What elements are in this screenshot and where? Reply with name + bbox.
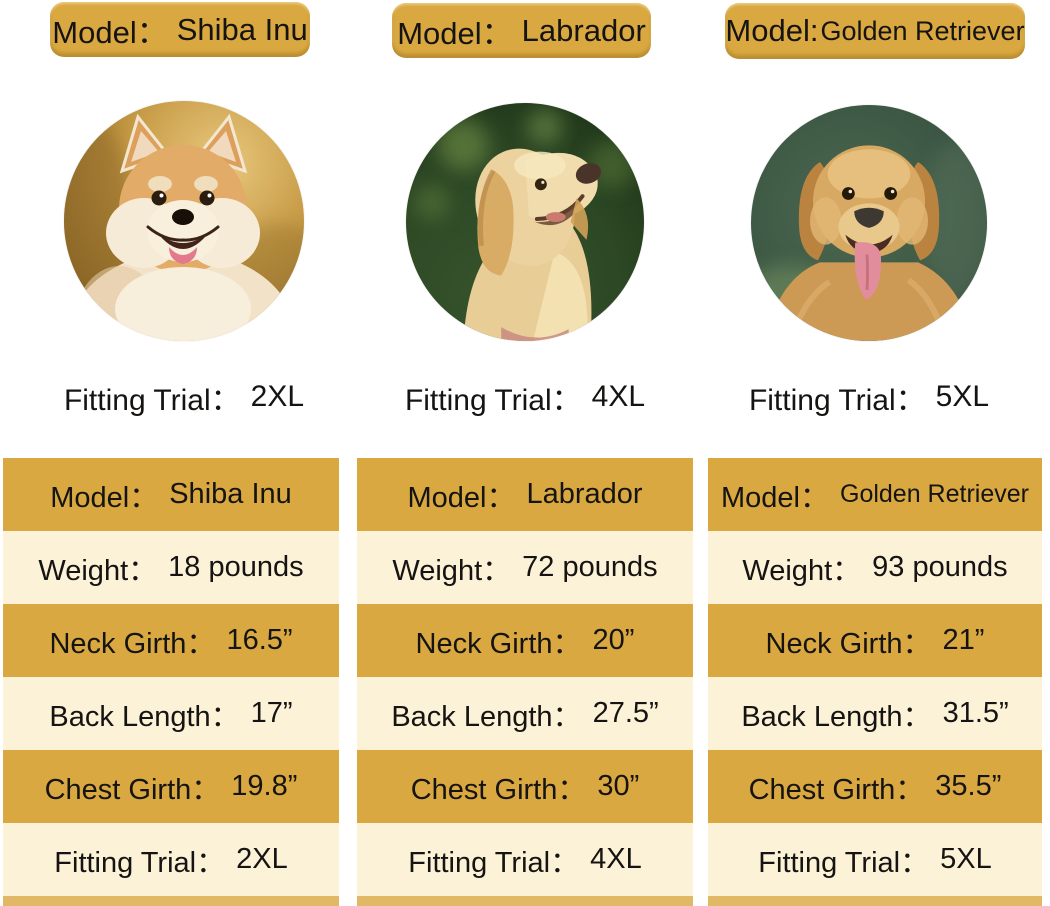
size-table-shiba: Model： Shiba Inu Weight： 18 pounds Neck … [3,458,339,906]
table-row: Weight： 72 pounds [357,531,693,604]
size-table-labrador: Model： Labrador Weight： 72 pounds Neck G… [357,458,693,906]
row-value: 30” [597,770,640,802]
badge-label: Model： [397,16,513,51]
row-label: Back Length： [49,700,240,733]
model-badge-golden-retriever: Model: Golden Retriever [725,3,1025,59]
table-bottom-strip [3,896,339,906]
row-value: 93 pounds [872,551,1008,583]
row-label: Weight： [392,554,512,587]
model-badge-shiba: Model： Shiba Inu [50,2,310,57]
badge-label: Model: [725,13,819,48]
golden-retriever-illustration [751,105,987,341]
badge-label: Model： [52,15,168,50]
table-row: Back Length： 27.5” [357,677,693,750]
table-row: Chest Girth： 30” [357,750,693,823]
fitting-value: 5XL [935,380,990,413]
table-row: Back Length： 31.5” [708,677,1042,750]
row-label: Chest Girth： [748,773,925,806]
fitting-value: 4XL [591,380,646,413]
row-label: Model： [721,481,829,514]
table-row: Fitting Trial： 5XL [708,823,1042,896]
row-label: Model： [407,481,516,514]
row-value: 19.8” [231,770,298,802]
row-label: Model： [50,481,159,514]
row-value: 5XL [940,843,992,875]
table-row: Weight： 93 pounds [708,531,1042,604]
row-label: Back Length： [741,700,932,733]
fitting-trial-caption-shiba: Fitting Trial： 2XL [24,378,344,417]
shiba-inu-photo [64,101,304,341]
row-label: Fitting Trial： [408,846,580,879]
table-bottom-strip [357,896,693,906]
table-row: Chest Girth： 35.5” [708,750,1042,823]
row-label: Neck Girth： [415,627,582,660]
table-row: Model： Labrador [357,458,693,531]
row-value: 20” [592,624,635,656]
row-label: Fitting Trial： [758,846,930,879]
table-row: Model： Golden Retriever [708,458,1042,531]
fitting-label: Fitting Trial： [63,384,241,417]
fitting-value: 2XL [250,380,305,413]
row-label: Neck Girth： [49,627,216,660]
table-row: Fitting Trial： 4XL [357,823,693,896]
fitting-label: Fitting Trial： [404,384,582,417]
labrador-illustration [406,103,644,341]
row-value: 16.5” [226,624,293,656]
row-value: 31.5” [942,697,1009,729]
fitting-label: Fitting Trial： [748,384,926,417]
fitting-trial-caption-labrador: Fitting Trial： 4XL [365,378,685,417]
table-row: Neck Girth： 16.5” [3,604,339,677]
row-value: 72 pounds [522,551,658,583]
shiba-inu-illustration [64,101,304,341]
row-value: 4XL [590,843,642,875]
row-value: 17” [250,697,293,729]
labrador-photo [406,103,644,341]
table-row: Weight： 18 pounds [3,531,339,604]
table-row: Neck Girth： 21” [708,604,1042,677]
row-label: Fitting Trial： [54,846,226,879]
row-label: Weight： [742,554,862,587]
row-value: 21” [942,624,985,656]
row-value: 27.5” [592,697,659,729]
table-row: Fitting Trial： 2XL [3,823,339,896]
row-value: 2XL [236,843,288,875]
row-label: Chest Girth： [44,773,221,806]
size-table-golden-retriever: Model： Golden Retriever Weight： 93 pound… [708,458,1042,906]
table-row: Model： Shiba Inu [3,458,339,531]
table-row: Back Length： 17” [3,677,339,750]
row-value: 18 pounds [168,551,304,583]
badge-value: Golden Retriever [820,15,1025,46]
table-row: Neck Girth： 20” [357,604,693,677]
golden-retriever-photo [751,105,987,341]
row-label: Back Length： [391,700,582,733]
row-value: Golden Retriever [840,480,1029,508]
row-value: Labrador [526,478,643,510]
fitting-trial-caption-golden-retriever: Fitting Trial： 5XL [709,378,1029,417]
model-badge-labrador: Model： Labrador [392,3,651,58]
row-label: Weight： [38,554,158,587]
table-bottom-strip [708,896,1042,906]
row-label: Chest Girth： [410,773,587,806]
table-row: Chest Girth： 19.8” [3,750,339,823]
row-label: Neck Girth： [765,627,932,660]
row-value: 35.5” [935,770,1002,802]
row-value: Shiba Inu [169,478,292,510]
badge-value: Labrador [521,12,646,48]
badge-value: Shiba Inu [176,11,308,47]
